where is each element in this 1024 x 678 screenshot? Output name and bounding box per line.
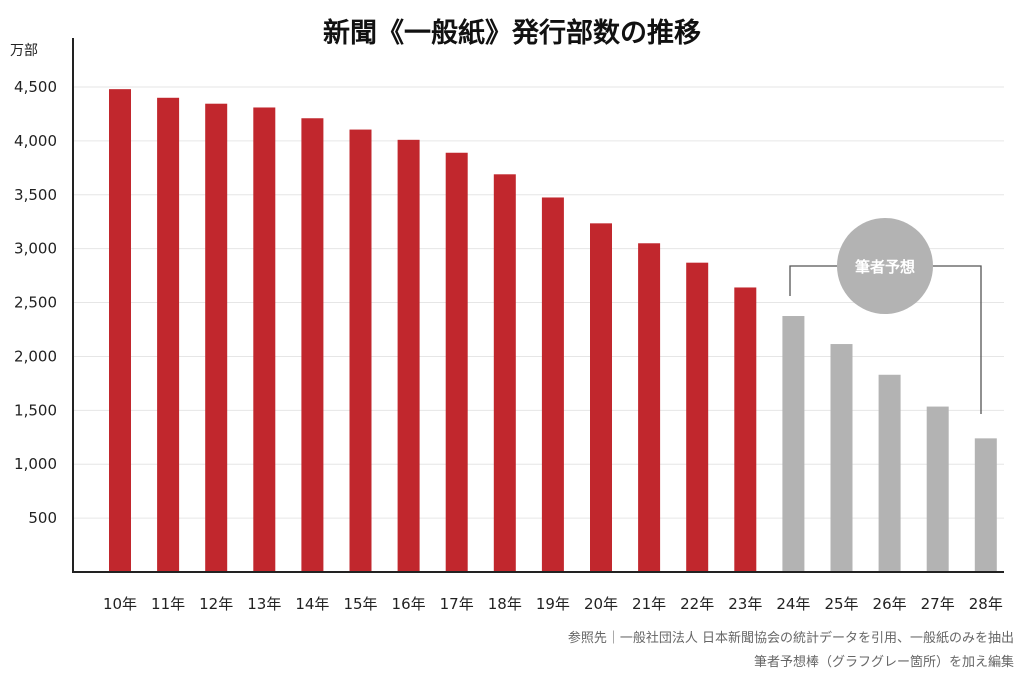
y-tick-label: 4,500 — [14, 78, 57, 96]
x-tick-label: 25年 — [824, 595, 858, 613]
x-tick-label: 19年 — [536, 595, 570, 613]
x-tick-label: 22年 — [680, 595, 714, 613]
bar-10年 — [109, 89, 131, 573]
bar-17年 — [445, 152, 468, 572]
x-tick-label: 17年 — [440, 595, 474, 613]
forecast-annotation: 筆者予想 — [789, 218, 982, 414]
bar-15年 — [349, 129, 372, 573]
bar-25年 — [830, 344, 853, 572]
source-line-1: 参照先｜一般社団法人 日本新聞協会の統計データを引用、一般紙のみを抽出 — [568, 630, 1014, 646]
x-tick-label: 15年 — [343, 595, 377, 613]
x-tick-label: 20年 — [584, 595, 618, 613]
x-tick-label: 23年 — [728, 595, 762, 613]
y-tick-label: 2,000 — [14, 347, 57, 365]
bar-28年 — [974, 438, 997, 572]
bars — [109, 89, 997, 573]
gridlines — [74, 86, 1004, 519]
y-tick-label: 500 — [28, 509, 57, 527]
x-tick-label: 27年 — [921, 595, 955, 613]
y-tick-label: 3,000 — [14, 240, 57, 258]
y-axis-unit-label: 万部 — [10, 43, 38, 59]
bar-18年 — [493, 174, 516, 573]
x-tick-label: 13年 — [247, 595, 281, 613]
bar-19年 — [541, 197, 564, 572]
x-tick-label: 16年 — [392, 595, 426, 613]
chart-title: 新聞《一般紙》発行部数の推移 — [323, 17, 701, 49]
bar-14年 — [301, 118, 324, 572]
bar-21年 — [638, 243, 661, 572]
bar-16年 — [397, 139, 420, 573]
bar-27年 — [926, 406, 949, 572]
x-tick-label: 28年 — [969, 595, 1003, 613]
y-tick-label: 1,500 — [14, 401, 57, 419]
y-tick-label: 2,500 — [14, 294, 57, 312]
y-tick-label: 4,000 — [14, 132, 57, 150]
x-tick-label: 18年 — [488, 595, 522, 613]
x-tick-label: 14年 — [295, 595, 329, 613]
bar-11年 — [157, 97, 180, 573]
x-tick-label: 24年 — [776, 595, 810, 613]
x-tick-label: 12年 — [199, 595, 233, 613]
bar-23年 — [734, 287, 757, 572]
bar-26年 — [878, 374, 901, 572]
bar-22年 — [686, 262, 709, 572]
x-axis-ticks: 10年 11年 12年 13年 14年 15年 16年 17年 18年 19年 20年 21年 22年 2… — [103, 595, 1003, 613]
x-tick-label: 11年 — [151, 595, 185, 613]
y-tick-label: 1,000 — [14, 455, 57, 473]
y-axis-ticks: 500 1,000 1,500 2,000 2,500 3,000 3,500 4,000 4,… — [14, 78, 57, 527]
forecast-badge-label: 筆者予想 — [855, 258, 915, 276]
source-line-2: 筆者予想棒（グラフグレー箇所）を加え編集 — [754, 654, 1014, 670]
x-tick-label: 26年 — [873, 595, 907, 613]
x-tick-label: 21年 — [632, 595, 666, 613]
x-tick-label: 10年 — [103, 595, 137, 613]
bar-13年 — [253, 107, 276, 572]
bar-12年 — [205, 103, 228, 572]
forecast-badge — [837, 218, 933, 314]
bar-20年 — [590, 223, 612, 573]
bar-24年 — [782, 316, 805, 572]
y-tick-label: 3,500 — [14, 186, 57, 204]
